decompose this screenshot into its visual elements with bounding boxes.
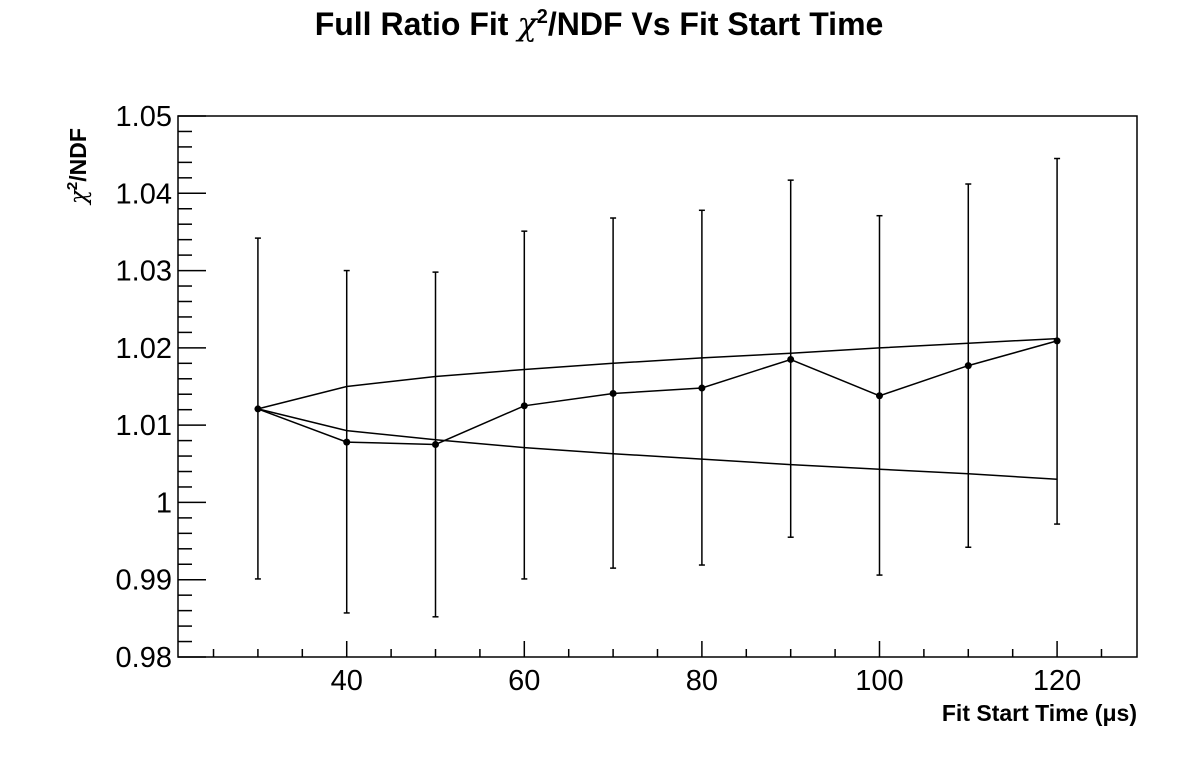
data-point xyxy=(964,362,972,370)
y-tick-label: 1.01 xyxy=(116,410,172,442)
y-tick-label: 0.98 xyxy=(116,642,172,674)
chart-title: Full Ratio Fit χ2/NDF Vs Fit Start Time xyxy=(315,5,884,43)
y-axis-title: χ2/NDF xyxy=(64,128,92,206)
x-tick-label: 80 xyxy=(686,665,718,697)
y-tick-label: 0.99 xyxy=(116,565,172,597)
data-point xyxy=(698,384,706,392)
plot-frame xyxy=(177,115,1138,658)
x-tick-label: 60 xyxy=(508,665,540,697)
band-line-2 xyxy=(257,408,1058,480)
x-tick-label: 120 xyxy=(1033,665,1081,697)
x-axis-tick-labels: 40 60 80 100 120 xyxy=(331,665,1082,697)
x-tick-label: 100 xyxy=(855,665,903,697)
band-line-1 xyxy=(257,337,1058,410)
data-point xyxy=(343,438,351,446)
x-tick-label: 40 xyxy=(331,665,363,697)
data-point xyxy=(609,389,617,397)
x-axis-title: Fit Start Time (μs) xyxy=(942,700,1137,726)
y-tick-label: 1 xyxy=(156,487,172,519)
y-tick-label: 1.04 xyxy=(116,178,172,210)
data-point xyxy=(875,392,883,400)
x-axis-ticks xyxy=(212,641,1103,657)
y-axis-tick-labels: 0.98 0.99 1 1.01 1.02 1.03 1.04 1.05 xyxy=(116,101,172,674)
y-axis-ticks xyxy=(178,115,206,658)
data-connector-line xyxy=(257,340,1058,446)
y-tick-label: 1.03 xyxy=(116,256,172,288)
data-point xyxy=(432,440,440,448)
y-tick-label: 1.02 xyxy=(116,333,172,365)
data-point xyxy=(787,355,795,363)
y-tick-label: 1.05 xyxy=(116,101,172,133)
data-point xyxy=(520,402,528,410)
series-layer xyxy=(254,157,1061,618)
